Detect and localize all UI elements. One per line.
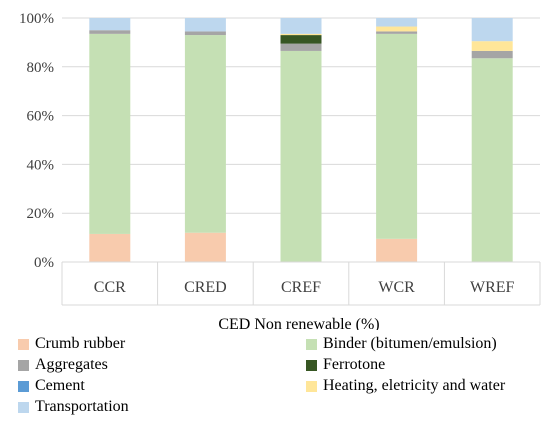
legend-label: Cement <box>35 377 85 394</box>
legend-item: Heating, eletricity and water <box>306 376 505 396</box>
legend-swatch <box>18 401 29 413</box>
legend-swatch <box>306 338 317 350</box>
x-tick-label: CRED <box>184 279 227 296</box>
legend-item: Transportation <box>18 397 129 417</box>
legend-swatch <box>18 338 29 350</box>
y-tick-label: 20% <box>27 206 55 222</box>
x-tick-label: CCR <box>94 279 126 296</box>
legend-label: Crumb rubber <box>35 335 126 352</box>
bar-segment-cref-1 <box>280 50 322 262</box>
legend-item: Crumb rubber <box>18 334 125 354</box>
bar-segment-ccr-2 <box>89 30 131 34</box>
bar-segment-cref-5 <box>280 33 322 36</box>
legend-swatch <box>18 380 29 392</box>
bar-segment-cref-6 <box>280 18 322 34</box>
bar-segment-wref-2 <box>471 50 513 59</box>
legend-label: Ferrotone <box>323 356 386 373</box>
y-tick-labels: 0% 20% 40% 60% 80% 100% <box>19 11 54 271</box>
x-tick-label: WREF <box>470 279 515 296</box>
y-tick-label: 100% <box>19 11 54 27</box>
bar-segment-wcr-6 <box>376 18 418 27</box>
legend-swatch <box>18 359 29 371</box>
bar-segment-ccr-1 <box>89 33 131 234</box>
x-tick-label: CREF <box>281 279 321 296</box>
bar-segment-wref-6 <box>471 18 513 42</box>
bar-segment-wref-5 <box>471 41 513 51</box>
bar-segment-cred-1 <box>184 35 226 233</box>
y-tick-label: 0% <box>34 255 54 271</box>
bar-segment-wcr-2 <box>376 31 418 34</box>
stacked-bar-chart: 0% 20% 40% 60% 80% 100% CCR CRED CREF WCR WREF CE… <box>19 11 541 330</box>
legend-item: Aggregates <box>18 355 108 375</box>
bar-segment-wref-1 <box>471 58 513 263</box>
legend-item: Cement <box>18 376 85 396</box>
legend-item: Ferrotone <box>306 355 385 375</box>
bar-segment-cref-2 <box>280 43 322 51</box>
bar-segment-wcr-5 <box>376 26 418 32</box>
x-axis-frame <box>61 261 541 306</box>
x-axis-label: CED Non renewable (%) <box>218 316 379 330</box>
bar-segment-ccr-0 <box>89 233 131 262</box>
legend-item: Binder (bitumen/emulsion) <box>306 334 497 354</box>
legend-swatch <box>306 380 317 392</box>
bar-segment-cred-2 <box>184 31 226 36</box>
bar-segment-ccr-6 <box>89 18 131 31</box>
y-tick-label: 40% <box>27 157 55 173</box>
bar-segment-cred-6 <box>184 18 226 32</box>
legend-label: Aggregates <box>35 356 108 373</box>
legend: Crumb rubber Binder (bitumen/emulsion) Agg… <box>18 334 548 420</box>
legend-label: Transportation <box>35 398 129 415</box>
legend-swatch <box>306 359 317 371</box>
bars <box>89 18 513 263</box>
y-tick-label: 80% <box>27 60 55 76</box>
legend-label: Heating, eletricity and water <box>323 377 506 394</box>
bar-segment-cref-3 <box>280 35 322 44</box>
bar-segment-cred-0 <box>184 232 226 262</box>
bar-segment-wcr-1 <box>376 33 418 239</box>
x-tick-label: WCR <box>378 279 415 296</box>
legend-label: Binder (bitumen/emulsion) <box>323 335 497 352</box>
x-tick-labels: CCR CRED CREF WCR WREF <box>94 279 515 296</box>
bar-segment-wcr-0 <box>376 238 418 262</box>
y-tick-label: 60% <box>27 109 55 125</box>
